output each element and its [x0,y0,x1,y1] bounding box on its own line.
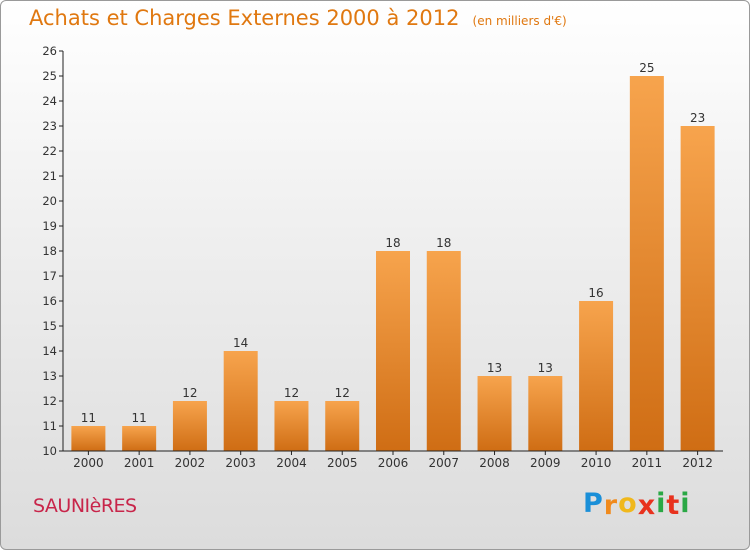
proxiti-logo: Proxiti [583,488,691,521]
y-tick-label: 18 [42,244,57,258]
x-tick-label: 2009 [530,456,561,470]
logo-letter: t [666,490,681,521]
chart-title: Achats et Charges Externes 2000 à 2012 [29,6,460,30]
bar [376,251,410,451]
bar-value-label: 23 [690,111,705,125]
logo-letter: o [618,488,638,519]
bar-value-label: 14 [233,336,248,350]
y-tick-label: 20 [42,194,57,208]
bar-value-label: 13 [538,361,553,375]
bar-value-label: 25 [639,61,654,75]
y-tick-label: 11 [42,419,57,433]
y-tick-label: 13 [42,369,57,383]
bar [172,401,207,451]
x-tick-label: 2002 [175,456,206,470]
axes-group: 10 11 12 13 14 15 16 17 18 19 20 21 22 23 24 25 26 2000 20… [42,44,723,470]
y-tick-label: 14 [42,344,57,358]
bar [122,426,157,451]
bar-value-label: 12 [182,386,197,400]
chart-subtitle: (en milliers d'€) [472,14,567,28]
bar [579,301,614,451]
bar [477,376,512,451]
y-tick-label: 15 [42,319,57,333]
y-tick-label: 17 [42,269,57,283]
x-tick-label: 2008 [479,456,510,470]
x-tick-label: 2011 [632,456,663,470]
logo-letter: r [603,490,619,521]
bar-value-label: 18 [436,236,451,250]
logo-letter: i [680,488,691,519]
bar [71,426,106,451]
x-tick-label: 2000 [73,456,104,470]
bar [528,376,563,451]
x-tick-label: 2010 [581,456,612,470]
logo-letter: x [637,490,657,521]
y-tick-label: 23 [42,119,57,133]
bar [223,351,258,451]
y-tick-label: 24 [42,94,57,108]
x-tick-label: 2006 [378,456,409,470]
bar [629,76,664,451]
y-tick-label: 21 [42,169,57,183]
y-tick-label: 26 [42,44,57,58]
x-tick-label: 2001 [124,456,155,470]
y-tick-label: 25 [42,69,57,83]
bar-value-label: 12 [284,386,299,400]
y-tick-label: 22 [42,144,57,158]
bar [426,251,461,451]
bar [274,401,309,451]
y-tick-label: 12 [42,394,57,408]
bar [680,126,715,451]
y-tick-label: 10 [42,444,57,458]
logo-letter: P [583,488,604,519]
labels-group: 11 11 12 14 12 12 18 18 13 13 16 25 23 [81,61,706,425]
title-row: Achats et Charges Externes 2000 à 2012 (… [29,6,567,30]
x-tick-label: 2005 [327,456,358,470]
logo-letter: i [656,488,667,519]
x-tick-label: 2007 [428,456,459,470]
x-tick-label: 2003 [225,456,256,470]
bar [325,401,360,451]
commune-name: SAUNIèRES [33,495,137,517]
bar-value-label: 11 [81,411,96,425]
x-tick-label: 2004 [276,456,307,470]
y-tick-label: 16 [42,294,57,308]
y-tick-label: 19 [42,219,57,233]
bar-value-label: 13 [487,361,502,375]
bar-value-label: 12 [335,386,350,400]
bars-group [71,76,715,451]
bar-value-label: 18 [385,236,400,250]
x-tick-label: 2012 [682,456,713,470]
bar-value-label: 16 [588,286,603,300]
bar-value-label: 11 [132,411,147,425]
